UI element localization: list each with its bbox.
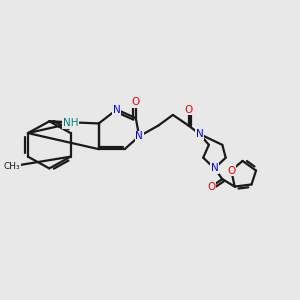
Text: NH: NH <box>63 118 78 128</box>
Text: N: N <box>113 105 121 115</box>
Text: O: O <box>207 182 215 192</box>
Text: N: N <box>196 129 204 139</box>
Text: O: O <box>132 97 140 107</box>
Text: O: O <box>184 105 193 115</box>
Text: N: N <box>135 131 143 141</box>
Text: N: N <box>211 164 218 173</box>
Text: CH₃: CH₃ <box>4 162 20 171</box>
Text: O: O <box>227 166 236 176</box>
